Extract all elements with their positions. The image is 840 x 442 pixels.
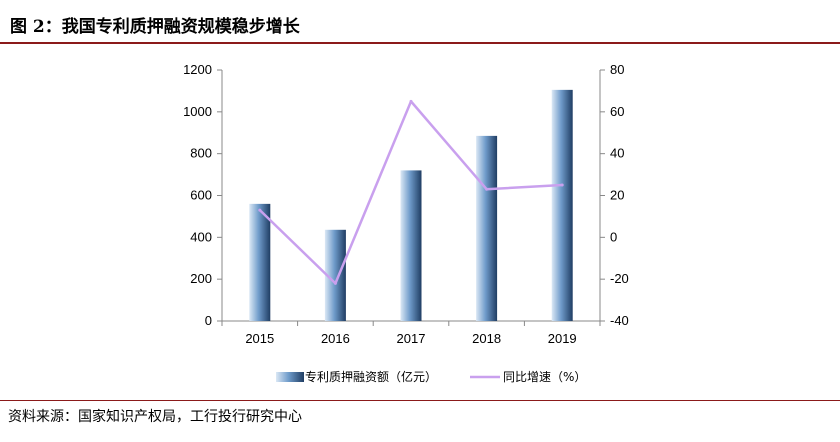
bar <box>476 135 498 321</box>
y-right-tick-label: 20 <box>610 188 624 203</box>
bar <box>324 229 346 321</box>
line-point <box>560 183 564 187</box>
figure-title: 图 2：我国专利质押融资规模稳步增长 <box>10 17 300 37</box>
chart-canvas: 0 200 400 600 800 1000 1200 -40 -20 0 20 40 60 80 2015… <box>183 62 629 384</box>
y-right-tick-label: -20 <box>610 271 629 286</box>
x-tick-label: 2017 <box>397 331 426 346</box>
y-left-tick-label: 400 <box>190 229 212 244</box>
y-right-tick-label: 60 <box>610 104 624 119</box>
y-left-tick-label: 600 <box>190 188 212 203</box>
x-tick-label: 2016 <box>321 331 350 346</box>
line-series <box>258 99 564 285</box>
x-tick-label: 2018 <box>472 331 501 346</box>
y-left-tick-label: 0 <box>205 313 212 328</box>
bar <box>551 89 573 321</box>
source-divider <box>0 400 840 401</box>
legend-line-label: 同比增速（%） <box>503 370 586 384</box>
y-right-tick-label: 0 <box>610 229 617 244</box>
line-point <box>258 208 262 212</box>
chart-axes: 0 200 400 600 800 1000 1200 -40 -20 0 20 40 60 80 2015… <box>183 62 629 346</box>
y-right-tick-label: -40 <box>610 313 629 328</box>
bar <box>400 170 422 321</box>
y-left-tick-label: 200 <box>190 271 212 286</box>
bar <box>249 203 271 321</box>
x-tick-label: 2019 <box>548 331 577 346</box>
line-point <box>409 99 413 103</box>
legend-bar-swatch <box>276 372 304 382</box>
legend-bar-label: 专利质押融资额（亿元） <box>305 369 437 384</box>
y-right-tick-label: 80 <box>610 62 624 77</box>
y-left-tick-label: 1200 <box>183 62 212 77</box>
line-point <box>333 281 337 285</box>
y-left-tick-label: 1000 <box>183 104 212 119</box>
line-point <box>485 187 489 191</box>
source-note: 资料来源：国家知识产权局，工行投行研究中心 <box>8 409 302 425</box>
x-tick-label: 2015 <box>245 331 274 346</box>
chart-legend: 专利质押融资额（亿元） 同比增速（%） <box>276 369 586 384</box>
bar-series <box>249 89 573 321</box>
y-left-tick-label: 800 <box>190 146 212 161</box>
y-right-tick-label: 40 <box>610 146 624 161</box>
title-divider <box>0 42 840 44</box>
